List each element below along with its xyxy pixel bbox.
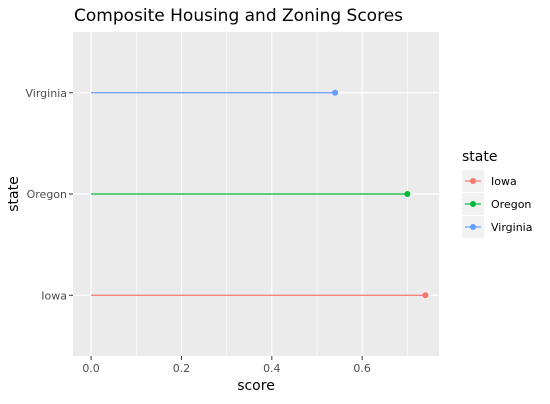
legend: state Iowa Oregon Virginia [462,149,532,238]
chart-title: Composite Housing and Zoning Scores [74,6,403,26]
legend-key-point-iowa [470,178,476,184]
legend-title: state [462,149,497,165]
lollipop-point-virginia [332,89,339,96]
y-tick-label: Iowa [41,289,67,302]
x-axis: 0.0 0.2 0.4 0.6 [82,356,371,375]
y-tick-label: Oregon [27,188,67,201]
x-tick-label: 0.6 [353,362,371,375]
legend-entries: Iowa Oregon Virginia [462,170,532,238]
legend-label-virginia: Virginia [491,221,532,234]
legend-key-point-virginia [470,224,476,230]
x-axis-label: score [237,378,275,394]
x-tick-label: 0.4 [263,362,281,375]
x-tick-label: 0.0 [82,362,100,375]
series-layer [91,89,429,299]
y-axis: Iowa Oregon Virginia [26,87,73,302]
y-tick-label: Virginia [26,87,67,100]
x-tick-label: 0.2 [173,362,191,375]
legend-label-iowa: Iowa [491,175,517,188]
legend-label-oregon: Oregon [491,198,531,211]
lollipop-point-iowa [422,292,429,299]
lollipop-point-oregon [404,191,411,197]
y-axis-label: state [6,176,22,211]
legend-key-point-oregon [470,201,476,207]
